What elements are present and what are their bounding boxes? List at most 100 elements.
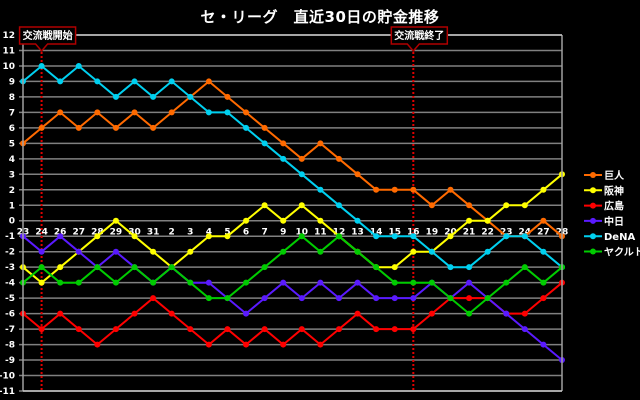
- data-point: [224, 233, 231, 240]
- data-point: [57, 310, 64, 317]
- data-point: [187, 326, 194, 333]
- data-point: [298, 155, 305, 162]
- data-point: [94, 341, 101, 348]
- data-point: [354, 310, 361, 317]
- data-point: [447, 233, 454, 240]
- data-point: [447, 264, 454, 271]
- x-tick-label: 5: [224, 228, 230, 238]
- annotation-lines: [40, 52, 415, 391]
- annotation-callouts: 交流戦開始 交流戦終了: [18, 26, 449, 53]
- legend-label: 広島: [604, 200, 624, 213]
- data-point: [112, 217, 119, 224]
- x-tick-label: 14: [370, 228, 383, 238]
- x-tick-label: 13: [351, 228, 364, 238]
- x-tick-label: 9: [280, 228, 286, 238]
- callout-label: 交流戦終了: [394, 29, 444, 42]
- data-point: [205, 233, 212, 240]
- x-tick-label: 6: [243, 228, 249, 238]
- data-point: [391, 326, 398, 333]
- x-tick-label: 21: [463, 228, 476, 238]
- y-tick-label: -8: [5, 341, 15, 351]
- data-point: [503, 310, 510, 317]
- data-point: [150, 248, 157, 255]
- callout-box: [390, 26, 449, 53]
- x-tick-label: 27: [72, 228, 85, 238]
- data-point: [75, 248, 82, 255]
- data-point: [335, 326, 342, 333]
- data-point: [298, 202, 305, 209]
- data-point: [447, 295, 454, 302]
- y-tick-label: 8: [9, 93, 15, 103]
- data-point: [428, 279, 435, 286]
- data-point: [354, 248, 361, 255]
- data-point: [484, 295, 491, 302]
- data-point: [150, 295, 157, 302]
- series-line: [22, 234, 563, 361]
- data-point: [280, 248, 287, 255]
- x-tick-label: 29: [110, 228, 123, 238]
- data-point: [94, 109, 101, 116]
- x-tick-label: 7: [261, 228, 267, 238]
- data-point: [466, 202, 473, 209]
- data-point: [298, 171, 305, 178]
- data-point: [391, 279, 398, 286]
- data-point: [280, 341, 287, 348]
- data-point: [540, 341, 547, 348]
- y-tick-label: 9: [9, 77, 15, 87]
- data-point: [428, 310, 435, 317]
- data-point: [75, 124, 82, 131]
- legend-label: DeNA: [604, 232, 635, 243]
- data-point: [131, 264, 138, 271]
- data-point: [540, 248, 547, 255]
- data-point: [317, 248, 324, 255]
- data-point: [466, 310, 473, 317]
- data-point: [261, 295, 268, 302]
- data-point: [38, 279, 45, 286]
- data-point: [243, 124, 250, 131]
- data-point: [410, 326, 417, 333]
- data-point: [298, 233, 305, 240]
- data-point: [410, 279, 417, 286]
- data-point: [540, 217, 547, 224]
- data-point: [335, 155, 342, 162]
- legend-swatch-marker: [590, 202, 596, 209]
- x-tick-label: 30: [128, 228, 141, 238]
- series-line: [22, 234, 563, 315]
- y-tick-label: 10: [2, 62, 15, 72]
- series-広島: [20, 279, 565, 348]
- data-point: [540, 186, 547, 193]
- x-tick-label: 31: [147, 228, 160, 238]
- series-ヤクルト: [20, 233, 565, 317]
- data-point: [261, 326, 268, 333]
- legend-item: ヤクルト: [584, 247, 640, 259]
- x-tick-label: 10: [296, 228, 309, 238]
- data-point: [335, 233, 342, 240]
- data-point: [521, 202, 528, 209]
- y-tick-label: -1: [5, 232, 15, 242]
- series-line: [22, 64, 563, 269]
- legend-label: 巨人: [604, 169, 625, 182]
- data-point: [131, 233, 138, 240]
- legend-swatch-marker: [590, 233, 596, 240]
- data-point: [150, 124, 157, 131]
- data-point: [317, 140, 324, 147]
- x-tick-label: 24: [519, 228, 532, 238]
- data-point: [391, 264, 398, 271]
- data-point: [428, 202, 435, 209]
- data-point: [243, 310, 250, 317]
- data-point: [410, 295, 417, 302]
- x-tick-label: 24: [35, 228, 48, 238]
- data-point: [75, 279, 82, 286]
- y-tick-label: -4: [5, 279, 15, 289]
- data-point: [38, 326, 45, 333]
- data-point: [205, 279, 212, 286]
- data-point: [503, 279, 510, 286]
- data-point: [540, 279, 547, 286]
- y-tick-label: 7: [9, 108, 15, 118]
- data-point: [168, 109, 175, 116]
- data-point: [354, 171, 361, 178]
- data-point: [410, 233, 417, 240]
- legend-label: 中日: [604, 215, 624, 228]
- data-point: [298, 326, 305, 333]
- data-point: [484, 248, 491, 255]
